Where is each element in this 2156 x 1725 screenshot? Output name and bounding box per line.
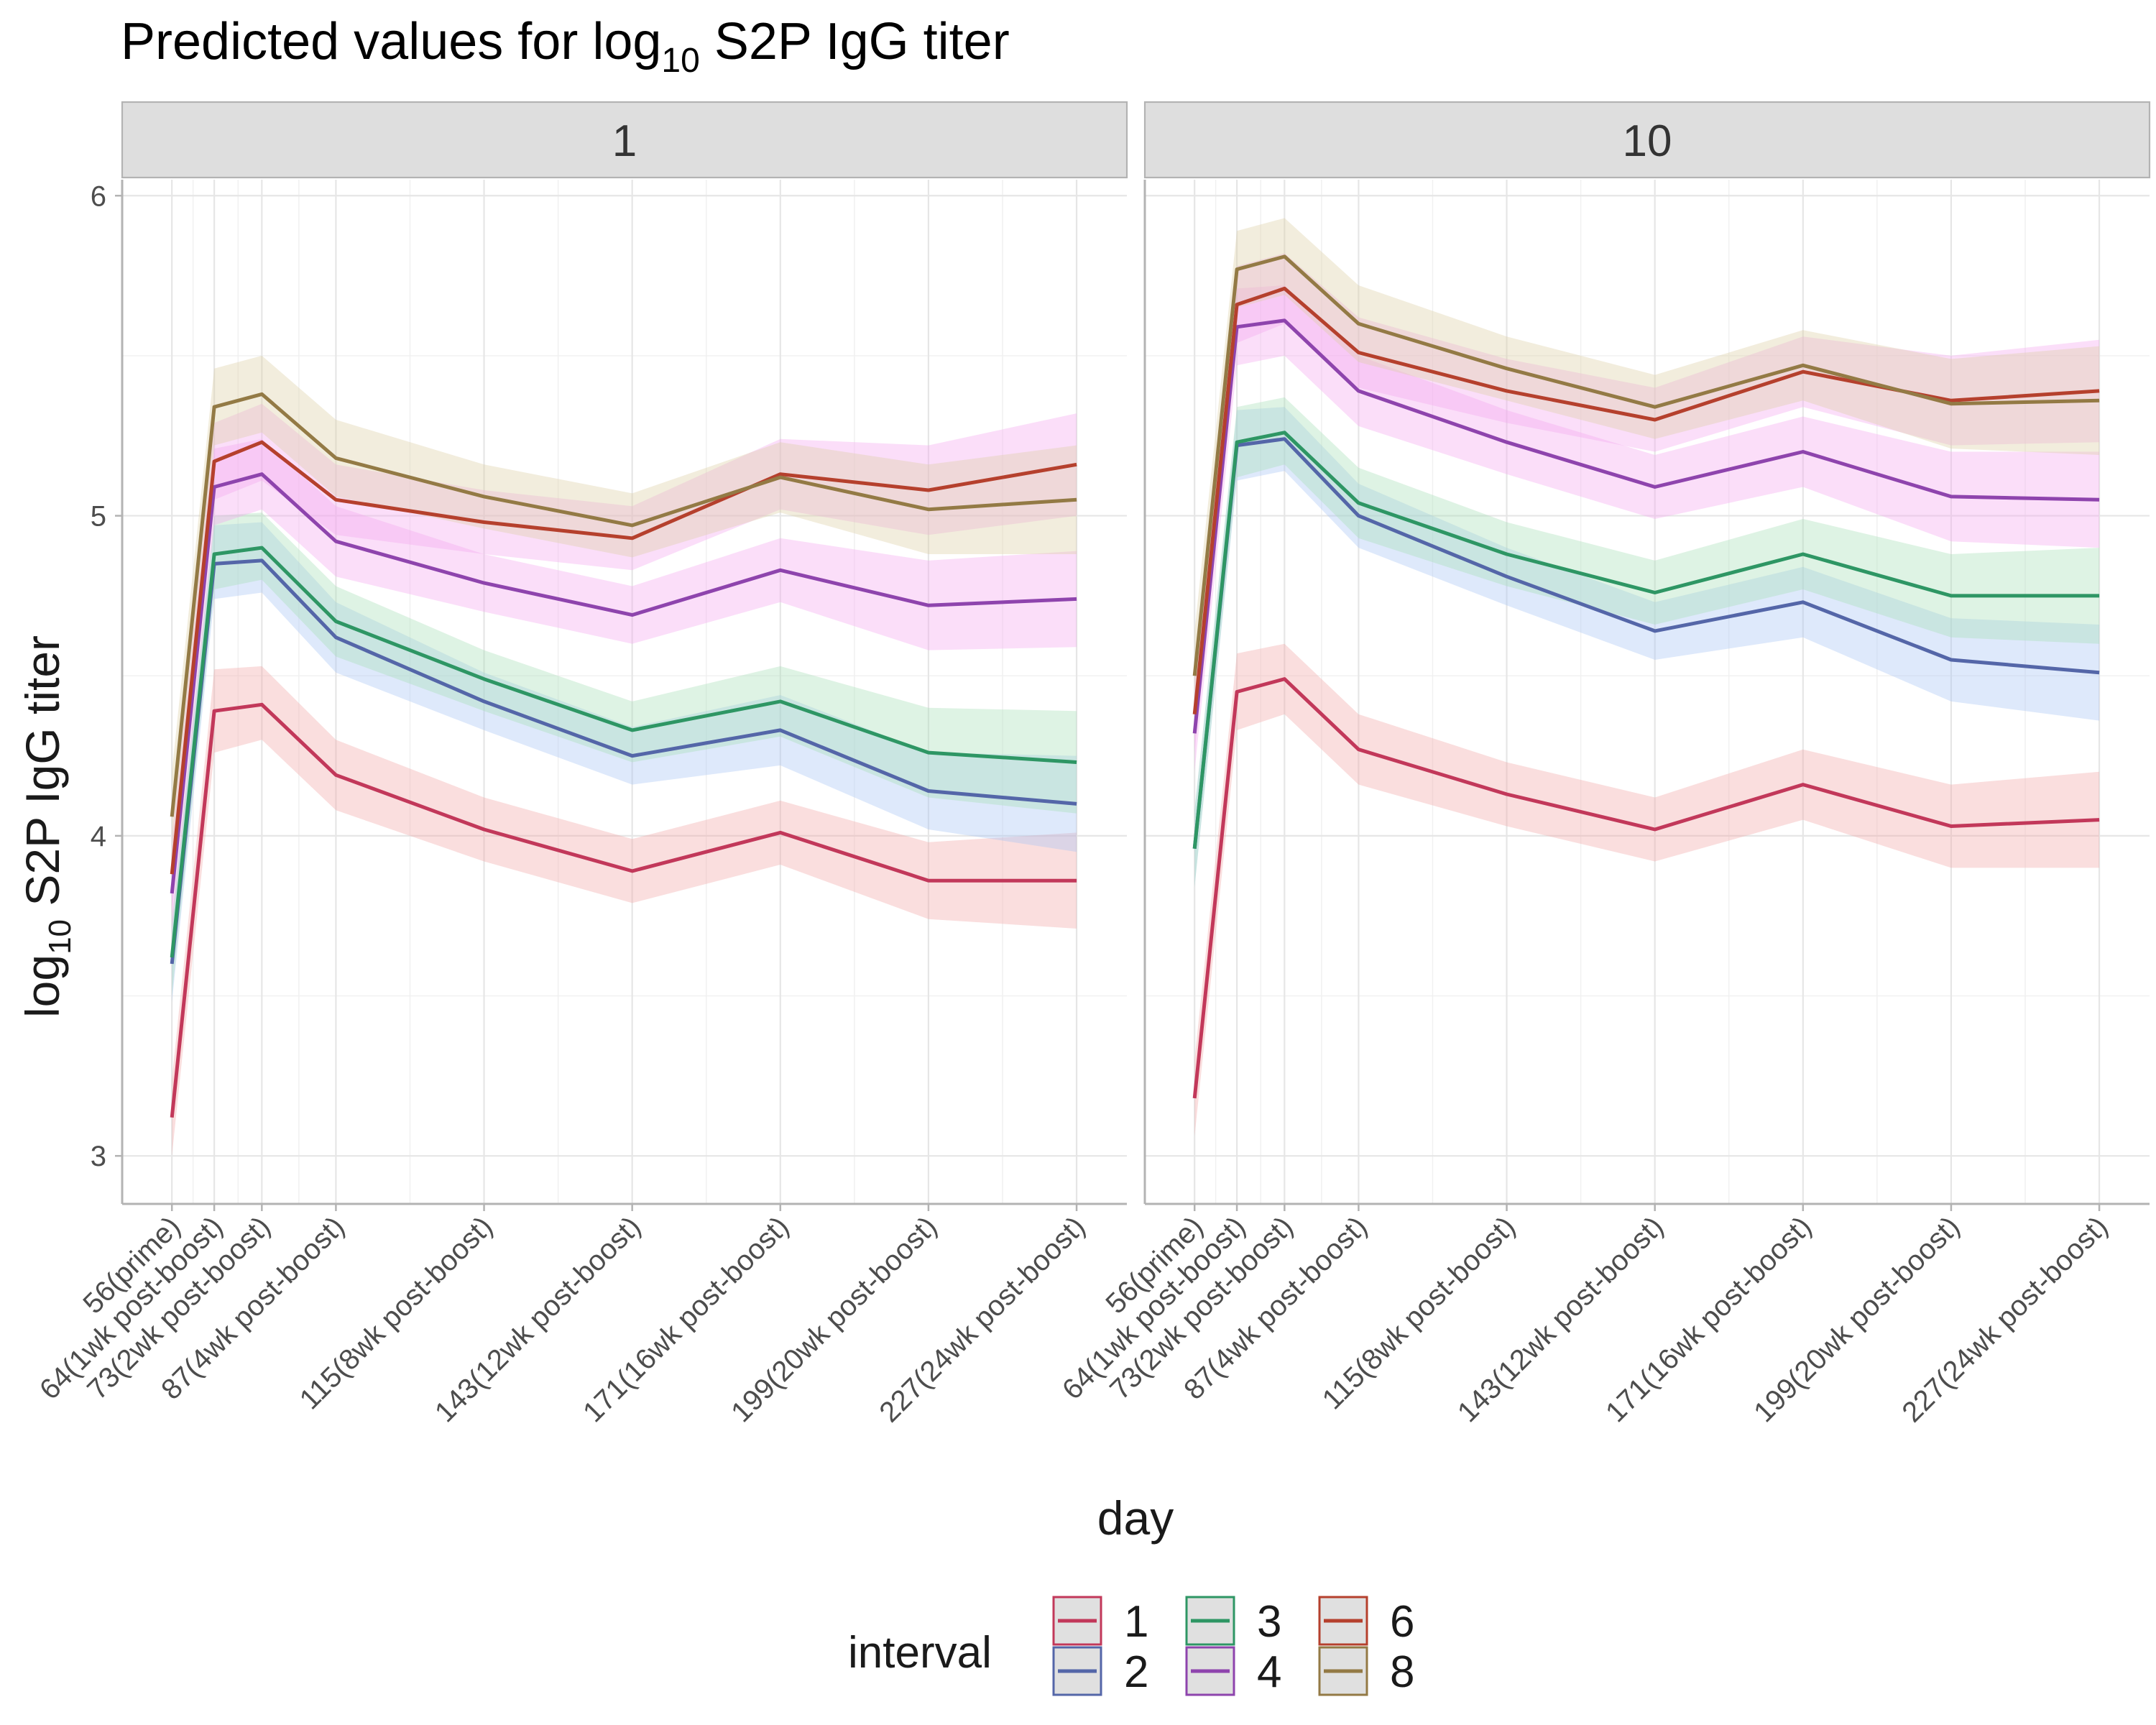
y-axis-title: log10 S2P IgG titer	[16, 635, 78, 1018]
line-interval-1	[170, 702, 1077, 1118]
ribbon-interval-1	[1194, 643, 2100, 1137]
legend-label: 1	[1124, 1597, 1148, 1647]
strip-label: 10	[1623, 116, 1672, 166]
strip-background	[1143, 101, 2151, 179]
ribbon-interval-6	[1194, 253, 2100, 753]
line-interval-3	[170, 546, 1077, 958]
legend-item-2: 2	[1052, 1646, 1148, 1697]
legend-label: 2	[1124, 1647, 1148, 1697]
line-interval-4	[170, 472, 1077, 894]
facet-panels: 156(prime)64(1wk post-boost)73(2wk post-…	[34, 101, 2151, 1428]
ribbon-interval-3	[1194, 397, 2100, 888]
line-interval-8	[170, 392, 1077, 817]
ribbon-interval-2	[1194, 407, 2100, 888]
legend-label: 8	[1390, 1647, 1414, 1697]
chart-title: Predicted values for log10 S2P IgG titer	[121, 13, 1010, 80]
legend-item-1: 1	[1052, 1596, 1148, 1647]
legend-label: 3	[1257, 1597, 1281, 1647]
ribbon-interval-4	[1194, 285, 2100, 772]
ribbon-interval-6	[172, 403, 1077, 913]
strip-background	[121, 101, 1128, 179]
legend-label: 6	[1390, 1597, 1414, 1647]
line-interval-2	[170, 558, 1077, 965]
strip-label: 1	[612, 116, 637, 166]
ribbon-interval-4	[172, 438, 1077, 932]
y-tick-label: 4	[91, 821, 106, 852]
y-tick-label: 6	[91, 180, 106, 212]
y-tick-label: 3	[91, 1141, 106, 1172]
legend-label: 4	[1257, 1647, 1281, 1697]
panel-1: 156(prime)64(1wk post-boost)73(2wk post-…	[34, 101, 1128, 1428]
line-interval-6	[170, 440, 1077, 875]
line-interval-3	[1192, 431, 2100, 849]
line-interval-1	[1192, 677, 2100, 1099]
legend-title: interval	[848, 1628, 992, 1678]
ribbon-interval-1	[172, 666, 1077, 1156]
x-axis-title: day	[1097, 1491, 1174, 1545]
legend: interval 12 34 68	[848, 1596, 1414, 1697]
legend-item-6: 6	[1318, 1596, 1414, 1647]
line-interval-8	[1192, 254, 2100, 676]
ribbon-interval-2	[172, 522, 1077, 1003]
line-interval-2	[1192, 437, 2100, 849]
legend-item-8: 8	[1318, 1646, 1414, 1697]
legend-item-4: 4	[1185, 1646, 1281, 1697]
y-tick-label: 5	[91, 501, 106, 533]
line-interval-4	[1192, 318, 2100, 734]
legend-item-3: 3	[1185, 1596, 1281, 1647]
